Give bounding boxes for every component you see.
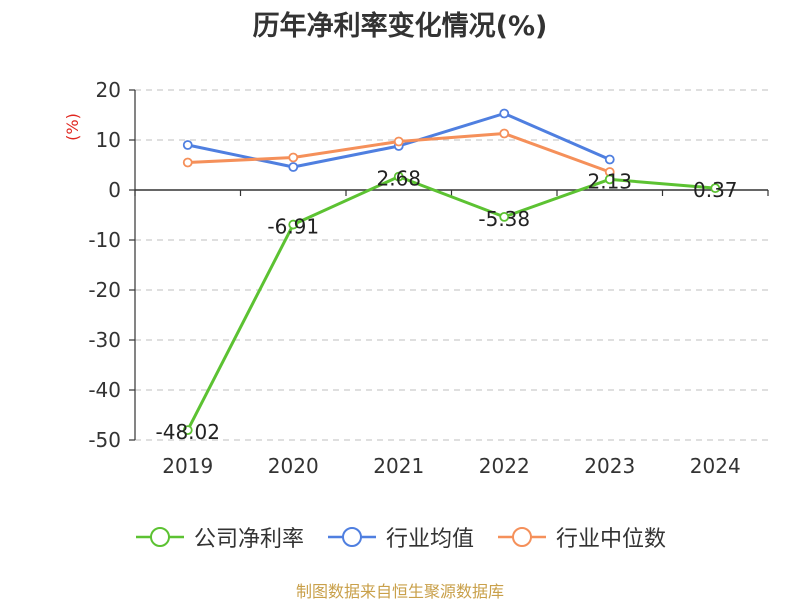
data-label: -5.38 — [478, 207, 530, 231]
data-point — [182, 140, 193, 150]
y-tick-label: -10 — [88, 228, 121, 252]
y-tick-label: 10 — [96, 128, 121, 152]
legend-item: 行业均值 — [326, 521, 474, 553]
data-label: -48.02 — [156, 420, 220, 444]
legend: 公司净利率 行业均值 行业中位数 — [0, 520, 800, 554]
y-tick-label: -50 — [88, 428, 121, 452]
data-point — [288, 219, 299, 230]
data-point — [499, 211, 510, 222]
y-tick-label: 20 — [96, 78, 121, 102]
data-point — [499, 128, 510, 139]
legend-label: 行业中位数 — [556, 527, 667, 552]
data-point — [499, 108, 510, 119]
y-tick-label: -20 — [88, 278, 121, 302]
series-points — [182, 108, 721, 436]
series-line — [186, 175, 716, 431]
x-tick-label: 2022 — [479, 454, 530, 478]
data-point — [182, 157, 193, 168]
x-tick-label: 2019 — [162, 454, 213, 478]
x-tick-label: 2021 — [373, 454, 424, 478]
legend-label: 行业均值 — [385, 527, 474, 552]
data-point — [288, 162, 299, 172]
gridlines — [135, 89, 768, 441]
legend-item: 行业中位数 — [496, 521, 666, 553]
series-lines — [186, 112, 716, 431]
y-axis-label: (%) — [63, 113, 82, 141]
y-tick-label: 0 — [108, 178, 121, 202]
y-tick-label: -40 — [88, 378, 121, 402]
data-label: 2.13 — [587, 169, 632, 193]
legend-swatch — [327, 527, 376, 547]
legend-label: 公司净利率 — [193, 527, 304, 552]
data-label: 2.68 — [376, 167, 421, 191]
x-tick-labels: 2019 2020 2021 2022 2023 2024 — [162, 454, 740, 478]
legend-item: 公司净利率 — [134, 521, 304, 553]
data-labels: -48.02 -6.91 2.68 -5.38 2.13 0.37 — [156, 167, 738, 445]
data-point — [393, 136, 404, 147]
data-source: 制图数据来自恒生聚源数据库 — [295, 582, 504, 601]
x-tick-label: 2024 — [690, 454, 741, 478]
data-point — [182, 425, 193, 436]
x-tick-label: 2020 — [268, 454, 319, 478]
data-point — [604, 154, 615, 165]
y-tick-label: -30 — [88, 328, 121, 352]
data-point — [710, 183, 721, 194]
legend-swatch — [135, 527, 184, 547]
x-tick-label: 2023 — [584, 454, 635, 478]
data-label: 0.37 — [693, 178, 738, 202]
chart-title: 历年净利率变化情况(%) — [252, 11, 548, 42]
axes — [129, 89, 769, 441]
data-label: -6.91 — [267, 215, 319, 239]
data-point — [393, 171, 404, 182]
data-point — [288, 152, 299, 163]
y-tick-labels: 20 10 0 -10 -20 -30 -40 -50 — [88, 78, 121, 452]
legend-swatch — [498, 527, 546, 547]
data-point — [604, 174, 615, 185]
